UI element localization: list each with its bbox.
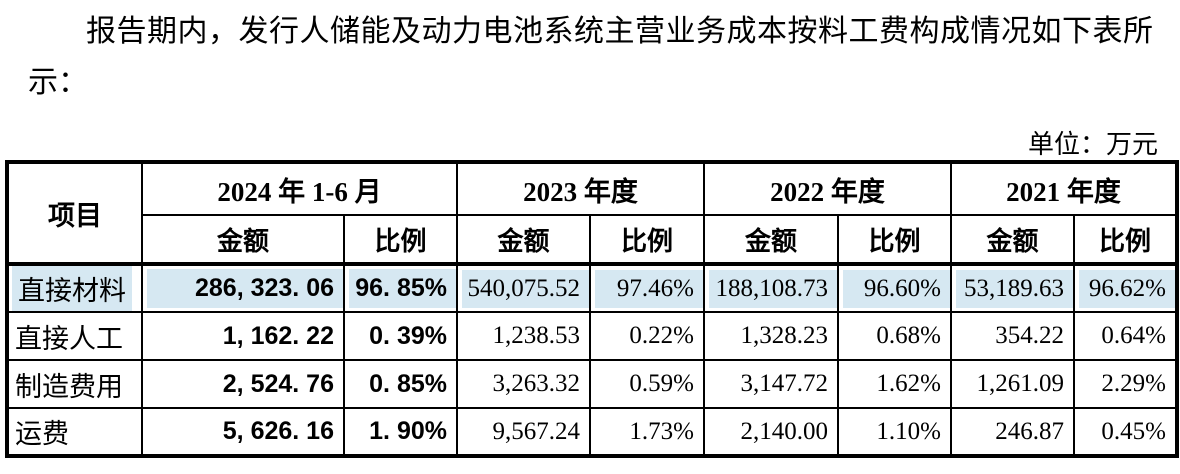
amount-cell: 354.22 [950, 311, 1075, 361]
ratio-cell: 2.29% [1073, 359, 1178, 409]
amount-cell: 188,108.73 [709, 269, 836, 308]
amount-cell: 286, 323. 06 [147, 269, 342, 308]
subheader-ratio-2023: 比例 [589, 214, 705, 266]
amount-cell: 2, 524. 76 [141, 359, 345, 409]
unit-label: 单位：万元 [1027, 130, 1158, 159]
ratio-cell: 0.64% [1073, 311, 1178, 361]
table-row-direct-labor: 直接人工 1, 162. 22 0. 39% 1,238.53 0.22% 1,… [6, 311, 1178, 361]
subheader-ratio-2021: 比例 [1073, 214, 1178, 266]
amount-cell: 540,075.52 [462, 269, 588, 308]
header-period-2024h1: 2024 年 1-6 月 [141, 161, 458, 216]
row-label: 直接人工 [6, 311, 143, 361]
ratio-cell: 0.22% [589, 311, 705, 361]
amount-cell: 246.87 [950, 407, 1075, 457]
ratio-cell: 0.45% [1073, 407, 1178, 457]
amount-cell: 3,263.32 [456, 359, 591, 409]
amount-cell: 3,147.72 [703, 359, 839, 409]
amount-cell: 1,328.23 [703, 311, 839, 361]
amount-cell: 53,189.63 [956, 269, 1072, 308]
ratio-cell: 0.59% [589, 359, 705, 409]
cost-breakdown-table: 项目 2024 年 1-6 月 2023 年度 2022 年度 2021 年度 … [5, 160, 1179, 458]
header-item: 项目 [6, 161, 143, 266]
amount-cell: 1,261.09 [950, 359, 1075, 409]
subheader-ratio-2024h1: 比例 [343, 214, 458, 266]
ratio-cell: 0.68% [837, 311, 952, 361]
ratio-cell: 1.73% [589, 407, 705, 457]
amount-cell: 9,567.24 [456, 407, 591, 457]
header-period-2022: 2022 年度 [703, 161, 952, 216]
ratio-cell: 1.10% [837, 407, 952, 457]
row-label: 运费 [6, 407, 143, 457]
subheader-amount-2024h1: 金额 [141, 214, 345, 266]
subheader-amount-2023: 金额 [456, 214, 591, 266]
row-label: 制造费用 [6, 359, 143, 409]
subheader-amount-2021: 金额 [950, 214, 1075, 266]
body-paragraph-line-1: 报告期内，发行人储能及动力电池系统主营业务成本按料工费构成情况如下表所 [86, 15, 1154, 48]
ratio-cell: 96.60% [843, 269, 949, 308]
amount-cell: 2,140.00 [703, 407, 839, 457]
ratio-cell: 1. 90% [343, 407, 458, 457]
ratio-cell: 97.46% [595, 269, 702, 308]
ratio-cell: 1.62% [837, 359, 952, 409]
ratio-cell: 96. 85% [349, 269, 455, 308]
amount-cell: 1,238.53 [456, 311, 591, 361]
subheader-amount-2022: 金额 [703, 214, 839, 266]
row-label: 直接材料 [12, 266, 132, 310]
header-period-2021: 2021 年度 [950, 161, 1178, 216]
body-paragraph-line-2: 示： [28, 66, 88, 99]
table-row-freight: 运费 5, 626. 16 1. 90% 9,567.24 1.73% 2,14… [6, 407, 1178, 457]
table-row-direct-materials: 直接材料 286, 323. 06 96. 85% 540,075.52 97.… [6, 263, 1178, 313]
ratio-cell: 0. 85% [343, 359, 458, 409]
ratio-cell: 0. 39% [343, 311, 458, 361]
table-row-manufacturing-overhead: 制造费用 2, 524. 76 0. 85% 3,263.32 0.59% 3,… [6, 359, 1178, 409]
ratio-cell: 96.62% [1079, 269, 1175, 308]
amount-cell: 1, 162. 22 [141, 311, 345, 361]
header-period-2023: 2023 年度 [456, 161, 705, 216]
subheader-ratio-2022: 比例 [837, 214, 952, 266]
amount-cell: 5, 626. 16 [141, 407, 345, 457]
